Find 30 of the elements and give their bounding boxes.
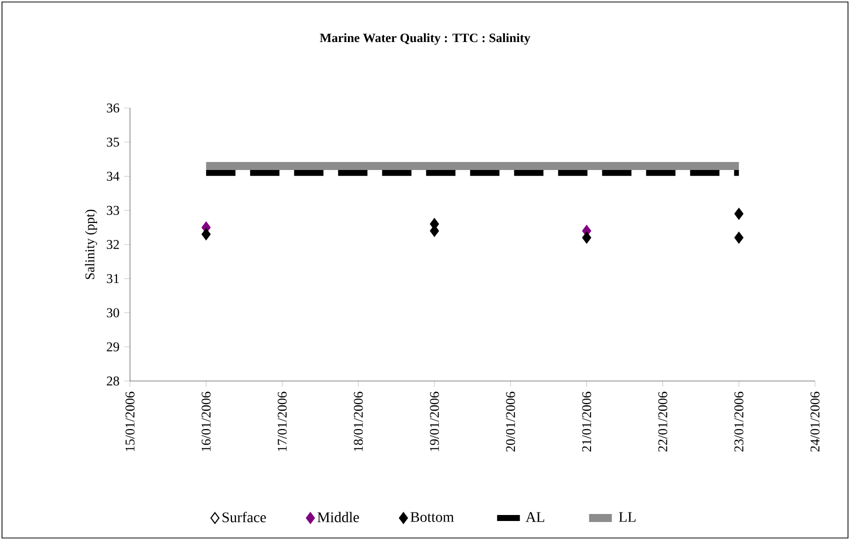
legend-label: Bottom xyxy=(410,512,454,522)
point xyxy=(734,232,744,244)
y-tick-label: 35 xyxy=(106,138,120,147)
y-axis-title: Salinity (ppt) xyxy=(84,210,98,279)
legend-label: LL xyxy=(618,512,636,522)
x-tick-label: 18/01/2006 xyxy=(354,392,363,451)
x-tick-label: 23/01/2006 xyxy=(734,392,744,452)
point xyxy=(734,208,744,220)
x-tick-label: 24/01/2006 xyxy=(810,392,820,452)
y-tick-label: 32 xyxy=(106,240,119,249)
x-tick-label: 21/01/2006 xyxy=(582,392,592,452)
legend-label: AL xyxy=(526,512,544,522)
y-tick-label: 30 xyxy=(106,308,120,318)
legend-label: Surface xyxy=(222,512,266,522)
chart-title: Marine Water Quality : TTC : Salinity xyxy=(320,33,530,45)
x-tick-label: 20/01/2006 xyxy=(506,392,516,452)
point xyxy=(202,228,211,240)
x-tick-label: 22/01/2006 xyxy=(658,392,668,452)
y-tick-label: 36 xyxy=(106,104,120,112)
x-tick-label: 15/01/2006 xyxy=(126,392,134,451)
x-tick-label: 17/01/2006 xyxy=(278,392,287,451)
x-tick-label: 19/01/2006 xyxy=(430,392,439,451)
y-tick-label: 31 xyxy=(106,274,119,284)
x-tick-label: 16/01/2006 xyxy=(202,392,211,451)
legend-label: Middle xyxy=(317,512,359,522)
y-tick-label: 34 xyxy=(106,172,120,181)
y-tick-label: 29 xyxy=(106,342,120,352)
y-tick-label: 33 xyxy=(106,206,120,215)
point xyxy=(582,232,592,244)
y-tick-label: 28 xyxy=(106,376,120,386)
